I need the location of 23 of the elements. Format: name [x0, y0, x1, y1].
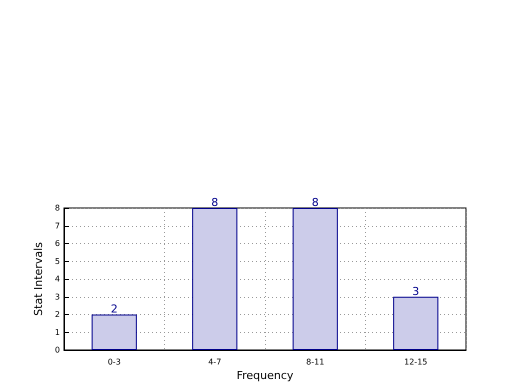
bar [192, 208, 238, 350]
x-tick-label: 4-7 [208, 358, 222, 366]
y-tick-label: 5 [54, 256, 60, 266]
y-axis-title: Stat Intervals [32, 242, 46, 316]
data-label: 2 [110, 302, 118, 316]
data-label: 8 [312, 196, 319, 209]
y-tick-label: 6 [54, 239, 60, 248]
y-tick-label: 1 [54, 328, 60, 337]
x-axis-title: Frequency [236, 369, 294, 382]
bar [393, 296, 438, 350]
bar [292, 208, 338, 350]
y-tick-label: 3 [54, 292, 60, 302]
y-tick-label: 8 [54, 204, 60, 212]
x-tick-label: 0-3 [108, 358, 121, 366]
y-tick-label: 0 [54, 346, 60, 354]
x-tick-label: 8-11 [306, 358, 324, 366]
y-tick-label: 7 [54, 221, 60, 230]
bar [92, 314, 137, 350]
data-label: 3 [412, 284, 420, 298]
y-tick-label: 4 [54, 274, 60, 284]
x-tick-label: 12-15 [404, 358, 428, 366]
y-tick-label: 2 [54, 310, 60, 319]
data-label: 8 [211, 196, 218, 209]
